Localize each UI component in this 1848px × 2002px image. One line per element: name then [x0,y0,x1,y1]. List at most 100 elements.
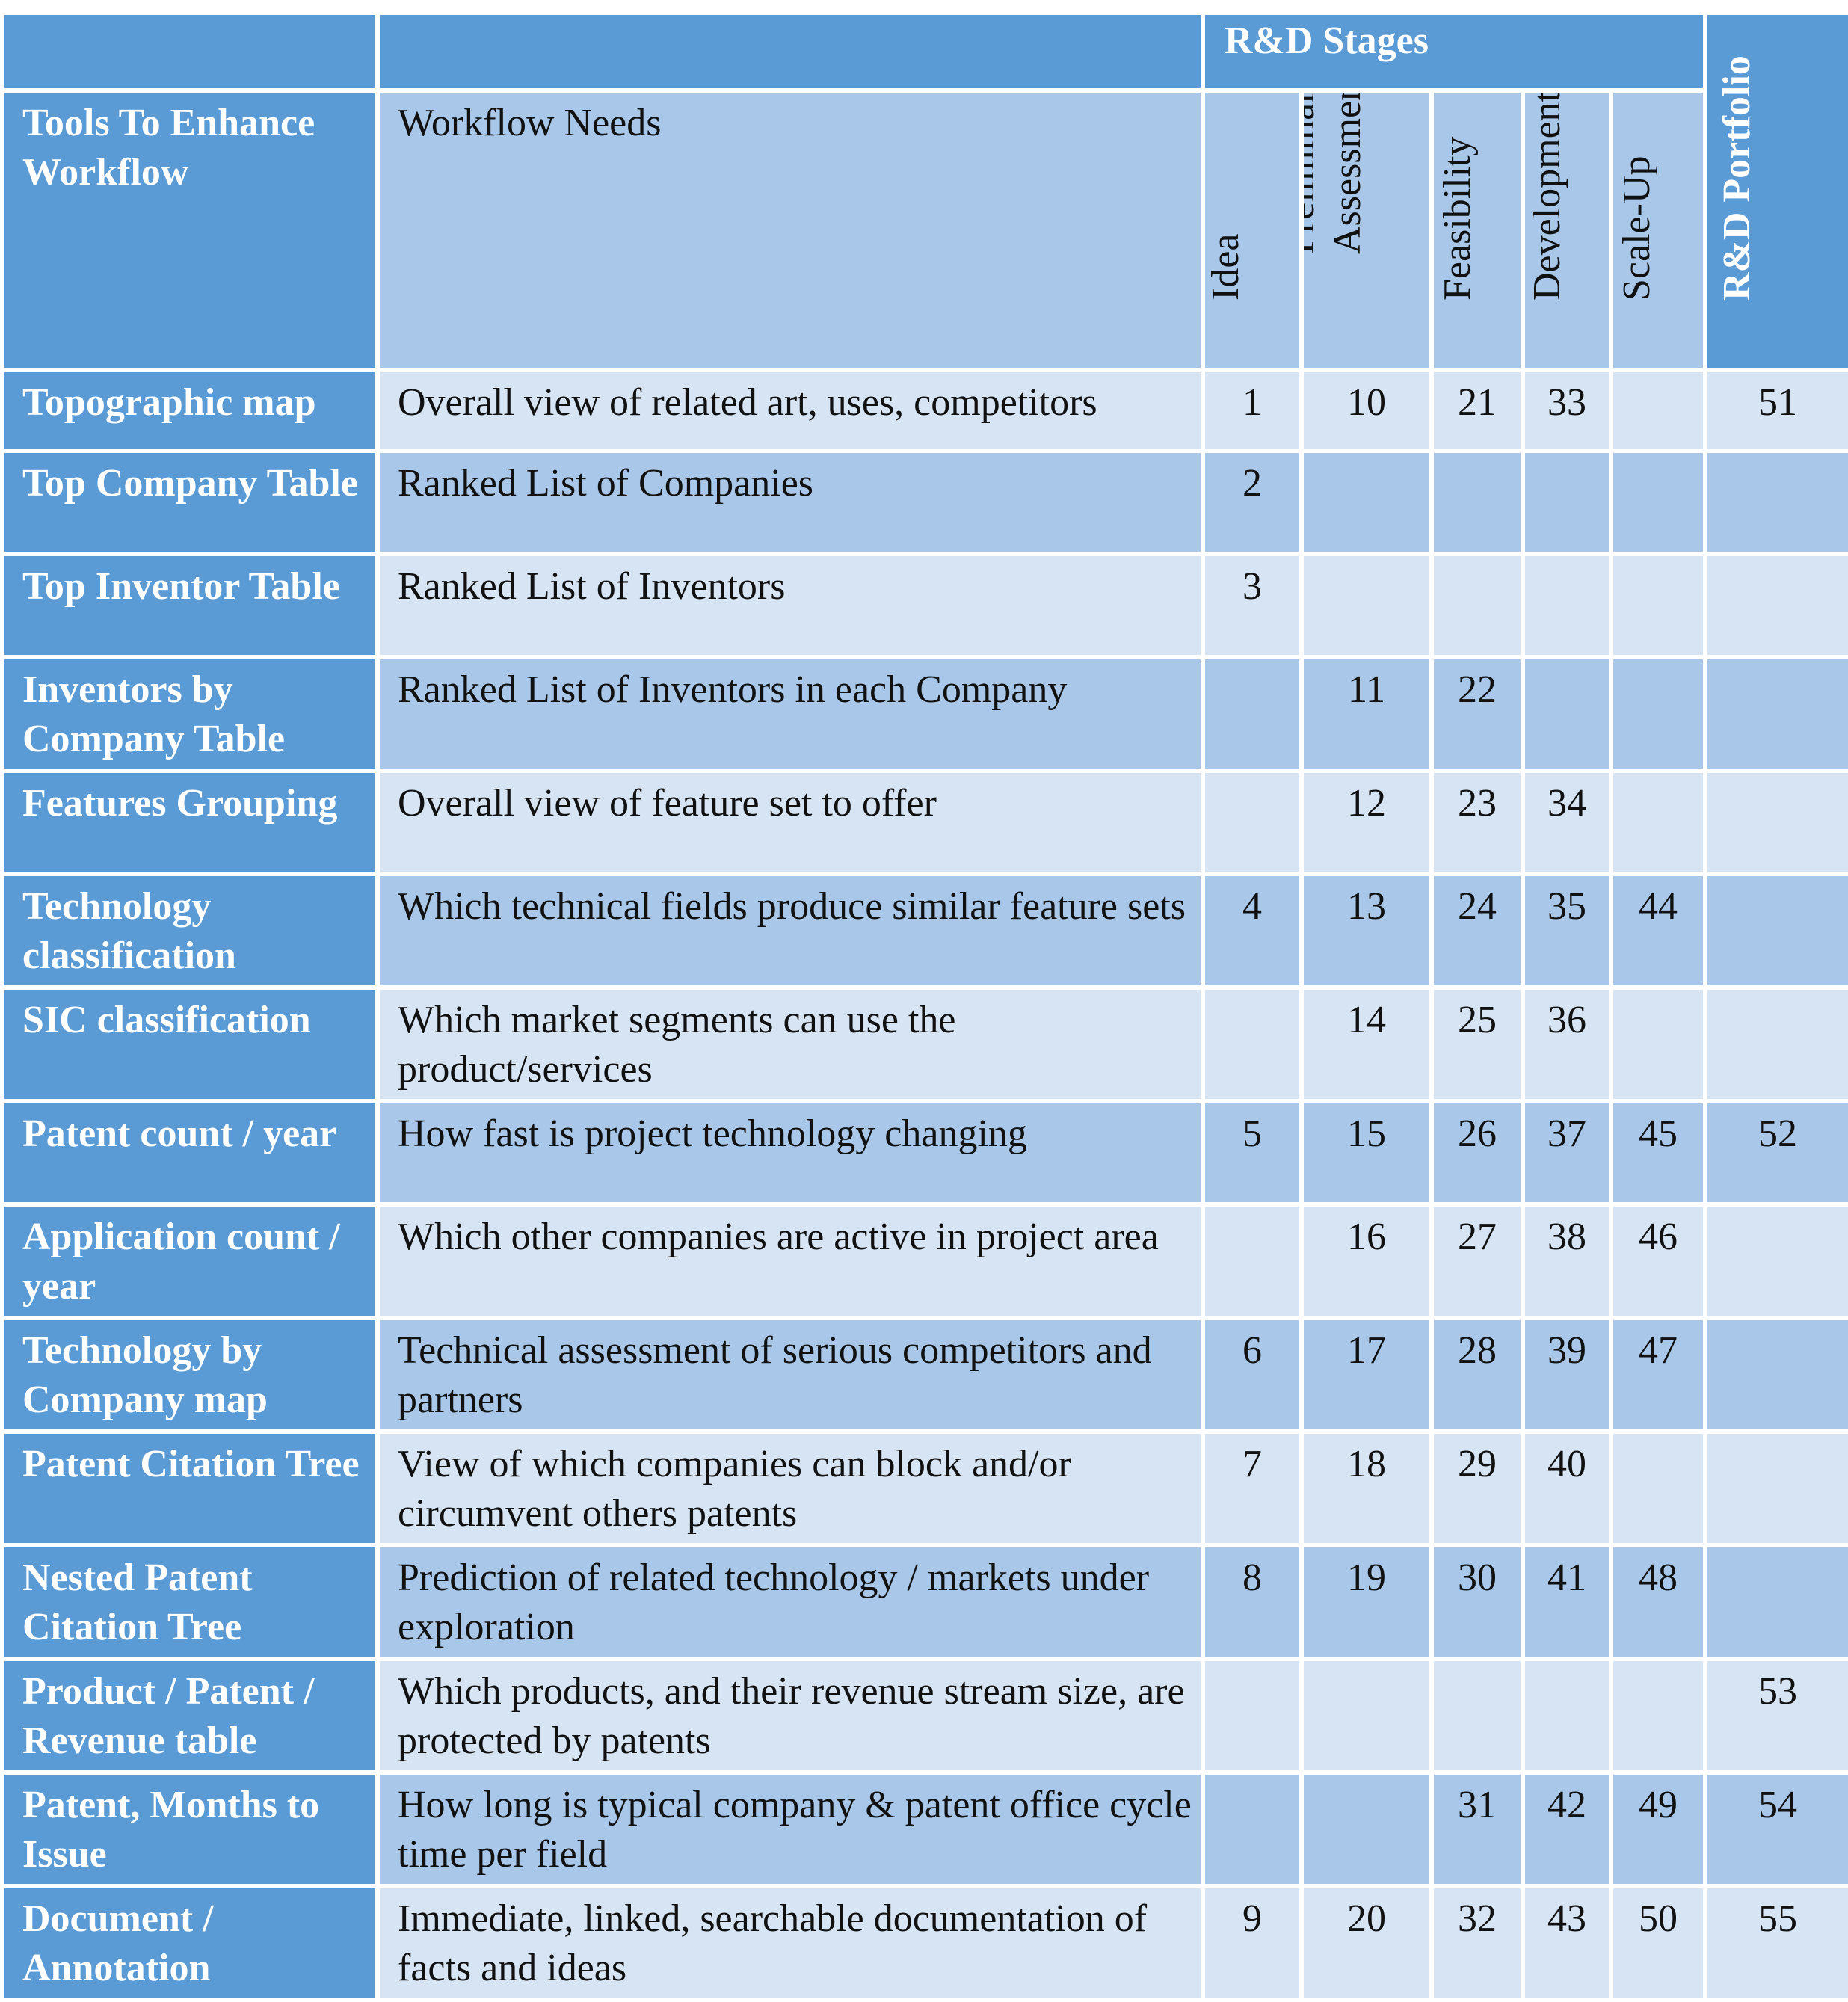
feasibility-cell: 31 [1429,1770,1525,1888]
scale-up-cell [1608,1429,1708,1547]
feasibility-cell: 21 [1429,368,1525,453]
workflow-need: Which products, and their revenue stream… [375,1657,1205,1775]
portfolio-cell: 52 [1703,1099,1848,1207]
preliminary-cell [1299,1770,1434,1888]
development-cell [1521,655,1613,773]
table-row: Features Grouping Overall view of feature… [0,769,1848,876]
idea-cell [1201,985,1304,1103]
rd-stages-title: R&D Stages [1200,10,1708,93]
table-row: Top Company Table Ranked List of Companie… [0,449,1848,556]
preliminary-cell: 11 [1299,655,1434,773]
idea-cell: 8 [1201,1543,1304,1661]
feasibility-cell: 24 [1429,872,1525,990]
table-row: Patent Citation Tree View of which compan… [0,1429,1848,1547]
scale-up-cell: 47 [1608,1316,1708,1434]
table-row: Patent, Months to Issue How long is typic… [0,1770,1848,1888]
scale-up-cell: 45 [1608,1099,1708,1207]
preliminary-cell [1299,1657,1434,1775]
stage-label-development: Development [1526,90,1568,301]
tool-name: Topographic map [0,368,380,453]
table-row: Inventors by Company Table Ranked List of… [0,655,1848,773]
workflow-need: Overall view of related art, uses, compe… [375,368,1205,453]
idea-cell [1201,769,1304,876]
tool-name: Nested Patent Citation Tree [0,1543,380,1661]
idea-cell [1201,1202,1304,1320]
scale-up-cell: 46 [1608,1202,1708,1320]
scale-up-cell [1608,449,1708,556]
development-cell: 37 [1521,1099,1613,1207]
tool-name: Patent Citation Tree [0,1429,380,1547]
table-row: Top Inventor Table Ranked List of Invento… [0,552,1848,659]
portfolio-cell [1703,769,1848,876]
scale-up-cell [1608,552,1708,659]
tool-name: Document / Annotation [0,1884,380,2002]
table-row: Technology by Company map Technical asses… [0,1316,1848,1434]
preliminary-cell: 10 [1299,368,1434,453]
portfolio-cell [1703,1316,1848,1434]
stage-header-idea: Idea [1201,88,1304,372]
preliminary-cell: 12 [1299,769,1434,876]
workflow-need: Immediate, linked, searchable documentat… [375,1884,1205,2002]
portfolio-cell [1703,552,1848,659]
development-cell [1521,552,1613,659]
preliminary-cell [1299,552,1434,659]
feasibility-cell: 29 [1429,1429,1525,1547]
development-cell: 42 [1521,1770,1613,1888]
tool-name: Features Grouping [0,769,380,876]
preliminary-cell: 13 [1299,872,1434,990]
tool-name: Patent count / year [0,1099,380,1207]
portfolio-cell [1703,985,1848,1103]
idea-cell: 3 [1201,552,1304,659]
tool-name: SIC classification [0,985,380,1103]
stage-header-scale-up: Scale-Up [1608,88,1708,372]
tool-name: Technology by Company map [0,1316,380,1434]
portfolio-cell: 51 [1703,368,1848,453]
stage-label-feasibility: Feasibility [1436,136,1479,301]
preliminary-cell: 20 [1299,1884,1434,2002]
feasibility-cell [1429,1657,1525,1775]
scale-up-cell [1608,769,1708,876]
table-row: Patent count / year How fast is project t… [0,1099,1848,1207]
development-cell: 33 [1521,368,1613,453]
scale-up-cell: 48 [1608,1543,1708,1661]
feasibility-cell: 25 [1429,985,1525,1103]
table-row: Nested Patent Citation Tree Prediction of… [0,1543,1848,1661]
workflow-need: Which other companies are active in proj… [375,1202,1205,1320]
development-cell: 36 [1521,985,1613,1103]
portfolio-cell [1703,449,1848,556]
portfolio-cell [1703,1202,1848,1320]
scale-up-cell: 49 [1608,1770,1708,1888]
stage-header-preliminary: Preliminary Assessment [1299,88,1434,372]
rd-portfolio-header: R&D Portfolio [1703,10,1848,372]
table-row: SIC classification Which market segments … [0,985,1848,1103]
idea-cell [1201,1770,1304,1888]
workflow-need: Which technical fields produce similar f… [375,872,1205,990]
tool-name: Patent, Months to Issue [0,1770,380,1888]
feasibility-cell: 23 [1429,769,1525,876]
workflow-need: Overall view of feature set to offer [375,769,1205,876]
idea-cell [1201,1657,1304,1775]
feasibility-cell: 32 [1429,1884,1525,2002]
preliminary-cell: 14 [1299,985,1434,1103]
idea-cell: 6 [1201,1316,1304,1434]
development-cell: 41 [1521,1543,1613,1661]
workflow-need: Which market segments can use the produc… [375,985,1205,1103]
tool-name: Top Inventor Table [0,552,380,659]
scale-up-cell [1608,368,1708,453]
idea-cell [1201,655,1304,773]
feasibility-cell: 28 [1429,1316,1525,1434]
idea-cell: 9 [1201,1884,1304,2002]
feasibility-cell [1429,552,1525,659]
idea-cell: 4 [1201,872,1304,990]
development-cell: 35 [1521,872,1613,990]
preliminary-cell: 15 [1299,1099,1434,1207]
workflow-need: Ranked List of Inventors in each Company [375,655,1205,773]
tool-name: Product / Patent / Revenue table [0,1657,380,1775]
table-row: Application count / year Which other comp… [0,1202,1848,1320]
workflow-need: Ranked List of Inventors [375,552,1205,659]
header-row-labels: Tools To Enhance Workflow Workflow Needs… [0,88,1848,372]
workflow-need: How fast is project technology changing [375,1099,1205,1207]
rd-tools-table: R&D Stages R&D Portfolio Tools To Enhanc… [0,10,1848,2002]
development-cell [1521,449,1613,556]
table-row: Technology classification Which technical… [0,872,1848,990]
